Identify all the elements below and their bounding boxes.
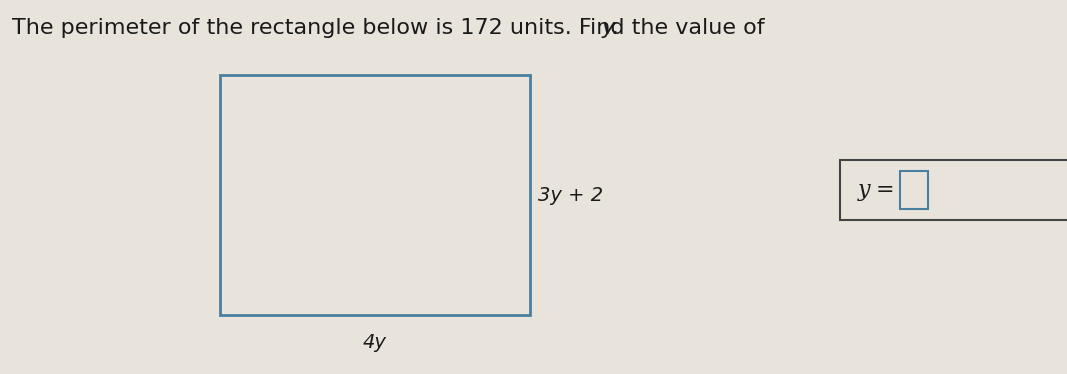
Bar — [840, 160, 1067, 220]
Text: y: y — [858, 179, 871, 201]
Text: 4y: 4y — [363, 333, 387, 352]
Bar — [220, 75, 530, 315]
Text: =: = — [876, 180, 894, 200]
Text: y.: y. — [602, 18, 620, 38]
Bar — [899, 171, 928, 209]
Text: 3y + 2: 3y + 2 — [538, 186, 603, 205]
Text: The perimeter of the rectangle below is 172 units. Find the value of: The perimeter of the rectangle below is … — [12, 18, 771, 38]
